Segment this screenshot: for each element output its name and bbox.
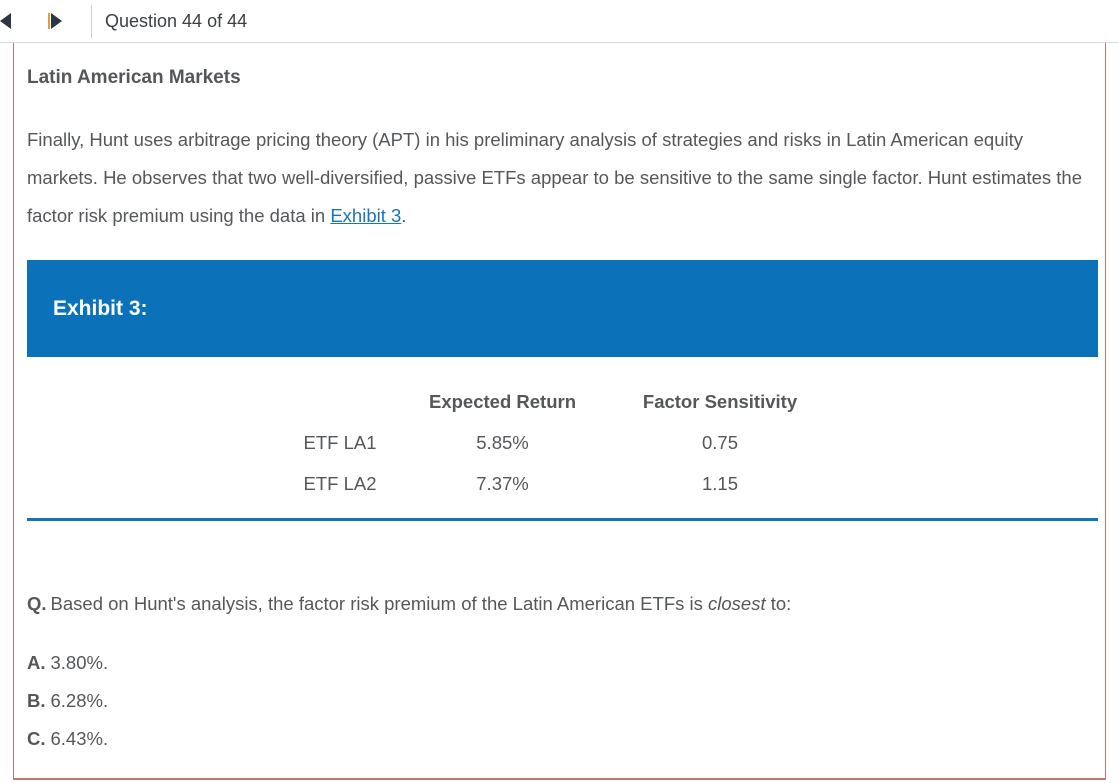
option-a-letter: A. bbox=[27, 652, 46, 673]
question-emphasis: closest bbox=[708, 593, 766, 614]
exhibit-table: Expected Return Factor Sensitivity ETF L… bbox=[280, 381, 835, 504]
exhibit-banner: Exhibit 3: bbox=[27, 260, 1098, 357]
row-factor-sensitivity: 0.75 bbox=[701, 431, 738, 453]
row-label: ETF LA2 bbox=[303, 472, 377, 494]
option-a-text: 3.80%. bbox=[50, 652, 109, 673]
exhibit-banner-label: Exhibit 3: bbox=[53, 296, 148, 320]
header-factor-sensitivity: Factor Sensitivity bbox=[642, 390, 798, 412]
question-panel: Latin American Markets Finally, Hunt use… bbox=[13, 43, 1106, 780]
option-a[interactable]: A. 3.80%. bbox=[27, 644, 1098, 682]
previous-arrow-icon bbox=[0, 13, 11, 29]
option-b[interactable]: B. 6.28%. bbox=[27, 682, 1098, 720]
row-label: ETF LA1 bbox=[303, 431, 377, 453]
question-text-end: to: bbox=[765, 593, 792, 614]
vignette-text-end: . bbox=[401, 205, 407, 226]
table-header-row: Expected Return Factor Sensitivity bbox=[280, 381, 835, 422]
question-text: Based on Hunt's analysis, the factor ris… bbox=[50, 593, 709, 614]
row-factor-sensitivity: 1.15 bbox=[701, 472, 738, 494]
question-prefix: Q. bbox=[27, 593, 47, 614]
row-expected-return: 7.37% bbox=[476, 472, 529, 494]
option-b-letter: B. bbox=[27, 690, 46, 711]
next-arrow-icon bbox=[51, 13, 62, 29]
next-question-button[interactable] bbox=[48, 6, 62, 36]
option-c-letter: C. bbox=[27, 728, 46, 749]
next-arrow-accent bbox=[48, 13, 50, 29]
vignette-title: Latin American Markets bbox=[27, 67, 241, 88]
option-c-text: 6.43%. bbox=[50, 728, 109, 749]
exhibit-bottom-rule bbox=[27, 518, 1098, 521]
header-expected-return: Expected Return bbox=[428, 390, 576, 412]
previous-question-button[interactable] bbox=[0, 6, 11, 36]
topbar-divider bbox=[91, 4, 92, 38]
top-navigation-bar: Question 44 of 44 bbox=[0, 0, 1119, 43]
vignette-paragraph: Finally, Hunt uses arbitrage pricing the… bbox=[27, 121, 1098, 235]
answer-options: A. 3.80%. B. 6.28%. C. 6.43%. bbox=[27, 644, 1098, 758]
option-c[interactable]: C. 6.43%. bbox=[27, 720, 1098, 758]
question-stem: Q. Based on Hunt's analysis, the factor r… bbox=[27, 585, 1098, 623]
row-expected-return: 5.85% bbox=[476, 431, 529, 453]
table-row: ETF LA1 5.85% 0.75 bbox=[280, 422, 835, 463]
option-b-text: 6.28%. bbox=[50, 690, 109, 711]
header-blank bbox=[280, 381, 400, 422]
question-counter: Question 44 of 44 bbox=[105, 10, 248, 31]
vignette-text: Finally, Hunt uses arbitrage pricing the… bbox=[27, 129, 1082, 226]
exhibit-3-link[interactable]: Exhibit 3 bbox=[330, 205, 402, 226]
table-row: ETF LA2 7.37% 1.15 bbox=[280, 463, 835, 504]
